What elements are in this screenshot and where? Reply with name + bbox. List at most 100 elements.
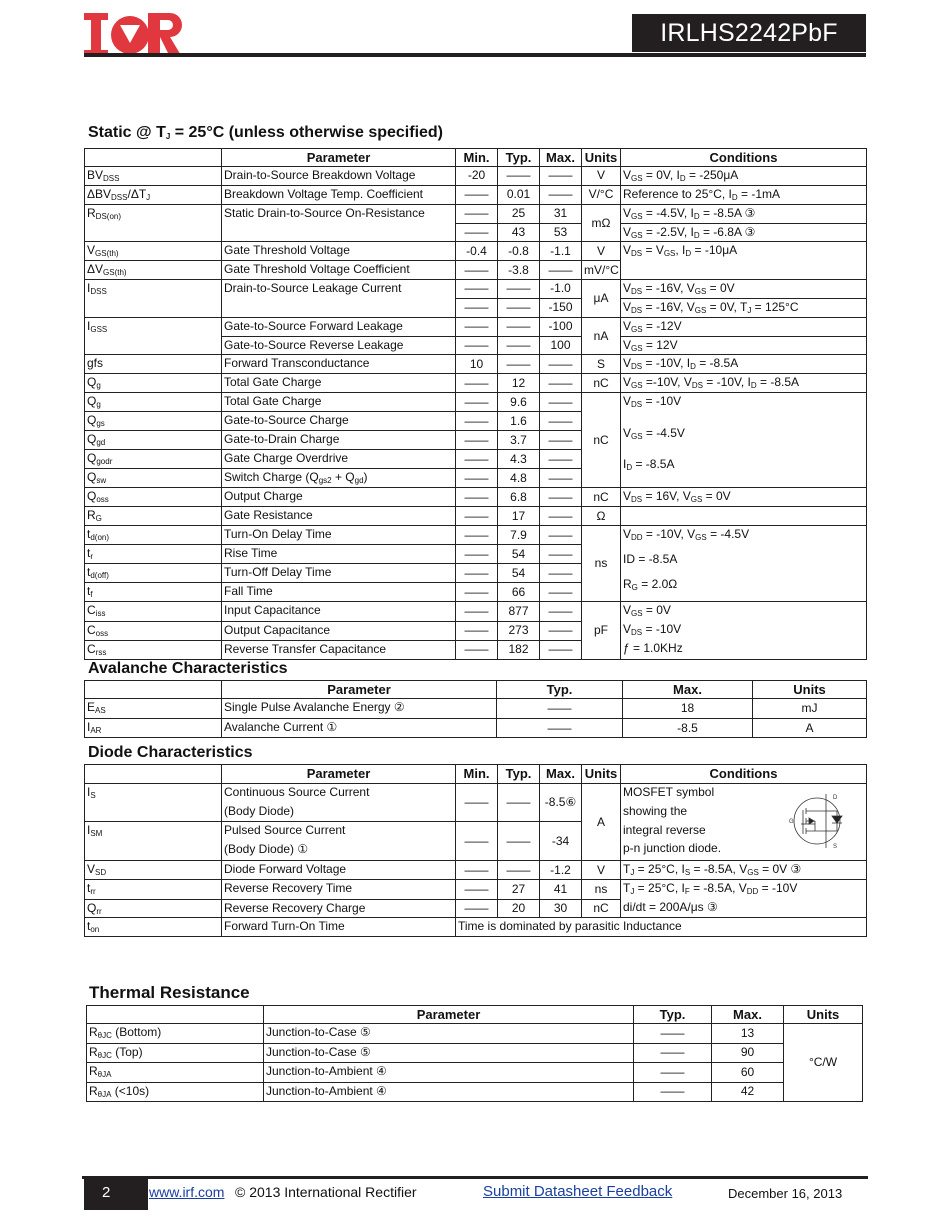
max-cell: -1.0: [539, 279, 582, 299]
min-cell: ——: [455, 184, 498, 205]
table-row: —— —— -150 VDS = -16V, VGS = 0V, TJ = 125°C: [85, 297, 867, 318]
symbol-cell: Coss: [84, 620, 222, 641]
typ-cell: ——: [633, 1042, 712, 1063]
source-label: S: [833, 844, 837, 850]
typ-cell: 4.3: [497, 449, 540, 470]
min-cell: ——: [455, 297, 498, 318]
param-cell: Reverse Transfer Capacitance: [221, 639, 456, 660]
table-row: IGSS Gate-to-Source Forward Leakage —— —— -1…: [84, 316, 867, 356]
header-row: Parameter Min. Typ. Max. Units Conditions: [84, 148, 867, 167]
cond-cell: Reference to 25°C, ID = -1mA: [620, 184, 867, 205]
typ-cell: 54: [497, 563, 540, 584]
symbol-cell: Ciss: [84, 601, 222, 622]
max-cell: 31: [539, 203, 582, 224]
avalanche-section-title: Avalanche Characteristics: [88, 660, 288, 677]
min-cell: ——: [455, 203, 498, 224]
min-cell: ——: [455, 639, 498, 660]
column-header-symbol: [86, 1005, 264, 1024]
max-cell: ——: [539, 373, 582, 394]
static-characteristics-table: Parameter Min. Typ. Max. Units Conditions BVDS…: [84, 148, 867, 660]
min-cell: ——: [455, 260, 498, 281]
param-cell: Static Drain-to-Source On-Resistance: [221, 203, 456, 243]
table-row: Qoss Output Charge —— 6.8 —— nC VDS = 16V, VGS…: [84, 487, 867, 508]
table-row: EAS Single Pulse Avalanche Energy ② —— 18 mJ: [84, 698, 867, 719]
column-header-symbol: [84, 764, 222, 784]
typ-cell: 3.7: [497, 430, 540, 451]
website-link[interactable]: www.irf.com: [149, 1184, 225, 1200]
param-cell: Gate Threshold Voltage: [221, 241, 456, 262]
footer-rule: [82, 1176, 868, 1179]
param-cell: Reverse Recovery Time: [221, 879, 456, 900]
symbol-cell: Qgs: [84, 411, 222, 432]
column-header-typ: Typ.: [497, 148, 540, 167]
param-cell: Switch Charge (Qgs2 + Qgd): [221, 468, 456, 489]
min-cell: ——: [455, 783, 498, 822]
units-cell: ns: [581, 879, 621, 900]
typ-cell: 877: [497, 601, 540, 622]
symbol-cell: ISM: [84, 821, 222, 861]
cond-cell: [620, 506, 867, 527]
max-cell: ——: [539, 506, 582, 527]
cond-cell: VGS = -12V: [620, 316, 867, 337]
cell-line: integral reverse: [623, 822, 706, 837]
param-cell: Junction-to-Ambient ④: [263, 1081, 634, 1102]
avalanche-table: Parameter Typ. Max. Units EAS Single Pulse Av…: [84, 680, 867, 738]
column-header-units: Units: [581, 148, 621, 167]
table-row: ISM Pulsed Source Current (Body Diode) ① ——…: [84, 821, 867, 861]
max-cell: ——: [539, 468, 582, 489]
symbol-cell: IS: [84, 783, 222, 822]
table-row: Qrr Reverse Recovery Charge —— 20 30 nC: [84, 898, 867, 918]
symbol-cell: trr: [84, 879, 222, 900]
max-cell: -1.2: [539, 860, 582, 880]
table-row: RθJA Junction-to-Ambient ④ —— 60: [86, 1062, 863, 1083]
symbol-cell: IDSS: [84, 279, 222, 318]
param-cell: Output Charge: [221, 487, 456, 508]
max-cell: 53: [539, 222, 582, 243]
max-cell: 100: [539, 335, 582, 356]
typ-cell: 27: [497, 879, 540, 900]
table-row: VGS(th) Gate Threshold Voltage -0.4 -0.8 -1.…: [84, 241, 867, 281]
typ-cell: 66: [497, 582, 540, 603]
symbol-cell: td(off): [84, 563, 222, 584]
min-cell: ——: [455, 860, 498, 880]
param-cell: Output Capacitance: [221, 620, 456, 641]
column-header-param: Parameter: [221, 148, 456, 167]
units-cell: ns: [581, 525, 621, 603]
table-row: Qg Total Gate Charge —— 9.6 —— nC VDS = -10V VG…: [84, 392, 867, 489]
column-header-cond: Conditions: [620, 148, 867, 167]
ir-logo: [84, 13, 182, 57]
table-row: td(on) Turn-On Delay Time —— 7.9 —— ns VDD = -…: [84, 525, 867, 603]
table-row: Crss Reverse Transfer Capacitance —— 182 ——: [84, 639, 867, 660]
units-cell: S: [581, 354, 621, 375]
cell-line: ID = -8.5A: [623, 456, 675, 472]
symbol-cell: IAR: [84, 718, 222, 738]
min-cell: ——: [455, 279, 498, 299]
max-cell: ——: [539, 544, 582, 565]
typ-cell: 25: [497, 203, 540, 224]
min-cell: ——: [455, 898, 498, 918]
param-cell: Breakdown Voltage Temp. Coefficient: [221, 184, 456, 205]
param-cell: Single Pulse Avalanche Energy ②: [221, 698, 497, 719]
max-cell: -150: [539, 297, 582, 318]
typ-cell: ——: [497, 316, 540, 337]
units-cell: nA: [581, 316, 621, 356]
units-cell: °C/W: [783, 1023, 863, 1102]
param-cell: Junction-to-Ambient ④: [263, 1062, 634, 1083]
cond-cell: VDS = -16V, VGS = 0V, TJ = 125°C: [620, 297, 867, 318]
min-cell: ——: [455, 563, 498, 584]
column-header-symbol: [84, 148, 222, 167]
param-cell: Reverse Recovery Charge: [221, 898, 456, 918]
symbol-cell: td(on): [84, 525, 222, 546]
cell-line: p-n junction diode.: [623, 841, 722, 856]
table-row: tf Fall Time —— 66 ——: [84, 582, 867, 603]
submit-feedback-link[interactable]: Submit Datasheet Feedback: [483, 1183, 673, 1200]
param-cell: Turn-Off Delay Time: [221, 563, 456, 584]
column-header-cond: Conditions: [620, 764, 867, 784]
max-cell: -8.5⑥: [539, 783, 582, 822]
cond-cell: VGS = 0V, ID = -250μA: [620, 166, 867, 186]
typ-cell: ——: [497, 821, 540, 861]
symbol-cell: Qgodr: [84, 449, 222, 470]
cell-line: VDS = -10V: [623, 622, 682, 638]
table-row: BVDSS Drain-to-Source Breakdown Voltage -2…: [84, 166, 867, 186]
min-cell: ——: [455, 449, 498, 470]
